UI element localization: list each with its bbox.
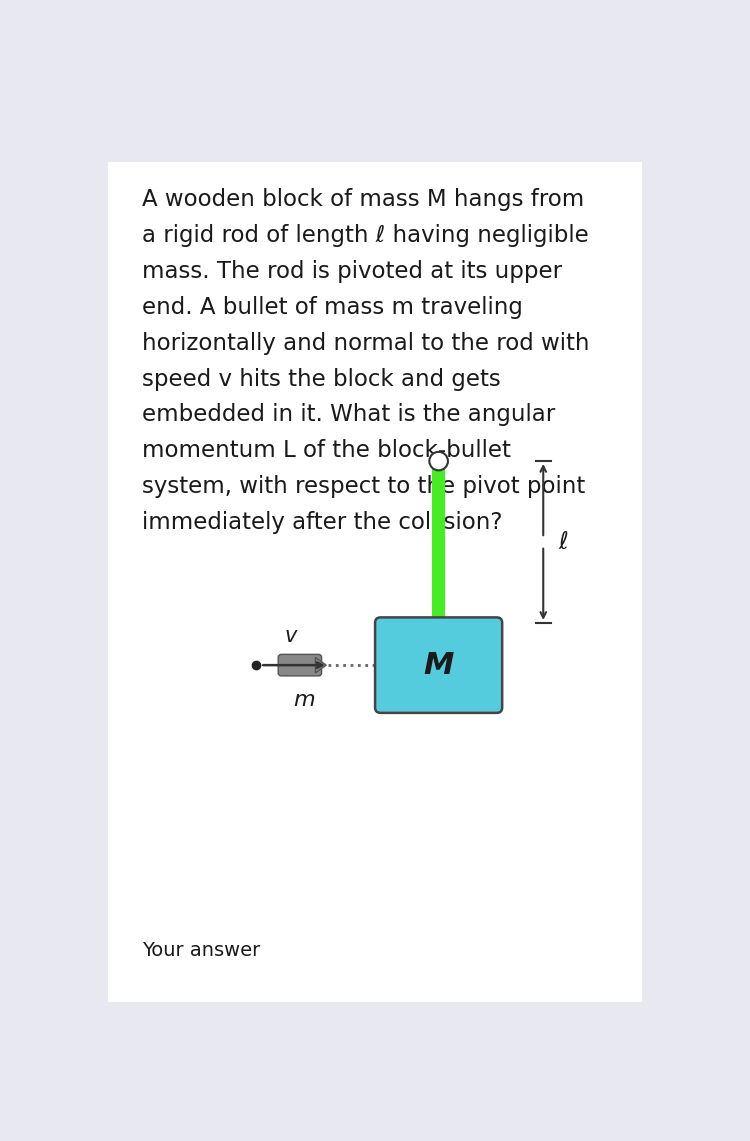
FancyBboxPatch shape — [278, 654, 322, 675]
Text: v: v — [285, 626, 297, 646]
Text: Your answer: Your answer — [142, 941, 260, 960]
Text: M: M — [424, 650, 454, 680]
FancyBboxPatch shape — [375, 617, 502, 713]
Circle shape — [429, 452, 448, 470]
Text: ℓ: ℓ — [559, 529, 568, 553]
Text: A wooden block of mass M hangs from
a rigid rod of length ℓ having negligible
ma: A wooden block of mass M hangs from a ri… — [142, 188, 590, 534]
FancyBboxPatch shape — [108, 162, 643, 1002]
Polygon shape — [316, 657, 326, 673]
Text: m: m — [293, 690, 314, 710]
FancyBboxPatch shape — [433, 461, 445, 623]
